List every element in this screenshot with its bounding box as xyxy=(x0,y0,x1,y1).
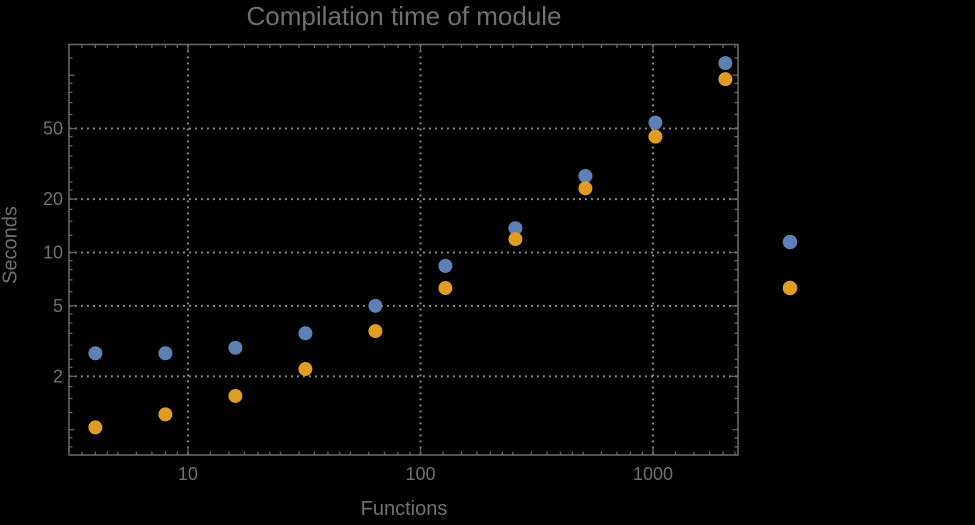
data-point-series-2 xyxy=(718,72,733,87)
x-axis-label: Functions xyxy=(360,498,448,520)
y-tick-label: 5 xyxy=(53,296,63,316)
data-point-series-2 xyxy=(298,362,313,377)
data-point-series-2 xyxy=(578,181,593,196)
x-tick-label: 1000 xyxy=(633,464,673,484)
y-tick-label: 50 xyxy=(43,119,63,139)
data-point-series-2 xyxy=(508,232,523,247)
data-point-series-1 xyxy=(88,346,103,361)
data-point-series-1 xyxy=(368,298,383,313)
data-point-series-2 xyxy=(88,420,103,435)
data-point-series-1 xyxy=(648,115,663,130)
data-point-series-1 xyxy=(578,168,593,183)
data-point-series-2 xyxy=(368,324,383,339)
data-point-series-2 xyxy=(438,281,453,296)
data-point-series-2 xyxy=(648,129,663,144)
data-point-series-1 xyxy=(158,346,173,361)
data-point-series-2 xyxy=(158,407,173,422)
data-point-series-1 xyxy=(228,340,243,355)
y-tick-label: 20 xyxy=(43,189,63,209)
y-tick-label: 2 xyxy=(53,366,63,386)
x-tick-label: 10 xyxy=(178,464,198,484)
data-point-series-2 xyxy=(228,388,243,403)
x-tick-label: 100 xyxy=(405,464,435,484)
legend-marker-series-1 xyxy=(782,234,798,250)
data-point-series-1 xyxy=(298,326,313,341)
legend-marker-series-2 xyxy=(782,280,798,296)
plot-frame xyxy=(68,43,739,456)
chart-title: Compilation time of module xyxy=(246,1,562,31)
data-point-series-1 xyxy=(718,56,733,71)
y-tick-label: 10 xyxy=(43,242,63,262)
data-point-series-1 xyxy=(438,258,453,273)
data-point-series-1 xyxy=(508,221,523,236)
